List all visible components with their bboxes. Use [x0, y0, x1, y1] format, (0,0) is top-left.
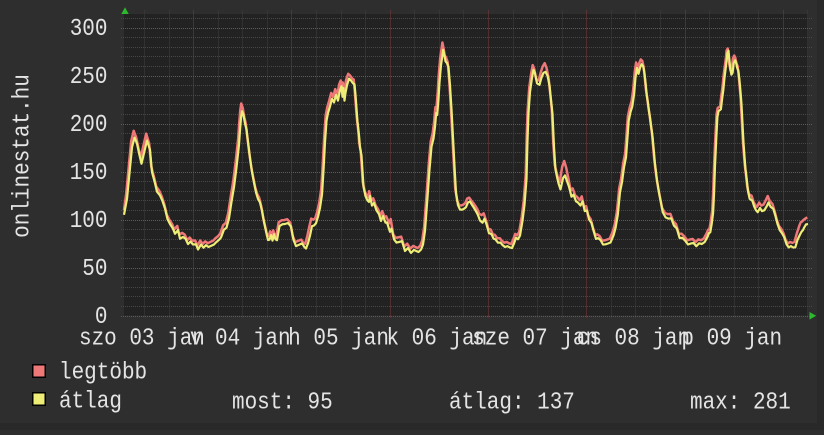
- svg-text:h 05 jan: h 05 jan: [288, 324, 389, 352]
- svg-text:300: 300: [70, 15, 108, 43]
- svg-text:250: 250: [70, 63, 108, 91]
- svg-text:sze 07 jan: sze 07 jan: [472, 324, 598, 352]
- svg-text:most: 95: most: 95: [232, 388, 333, 416]
- svg-text:0: 0: [95, 303, 108, 331]
- svg-text:cs 08 jan: cs 08 jan: [577, 324, 690, 352]
- svg-text:k 06 jan: k 06 jan: [386, 324, 487, 352]
- svg-text:150: 150: [70, 159, 108, 187]
- svg-text:50: 50: [82, 255, 107, 283]
- svg-text:átlag: átlag: [59, 387, 122, 415]
- svg-text:max: 281: max: 281: [690, 388, 791, 416]
- svg-text:átlag: 137: átlag: 137: [449, 388, 575, 416]
- svg-text:onlinestat.hu: onlinestat.hu: [8, 74, 36, 238]
- svg-text:p 09 jan: p 09 jan: [681, 324, 782, 352]
- svg-text:v 04 jan: v 04 jan: [190, 324, 291, 352]
- svg-text:200: 200: [70, 111, 108, 139]
- svg-text:100: 100: [70, 207, 108, 235]
- svg-text:legtöbb: legtöbb: [59, 358, 147, 386]
- svg-text:szo 03 jan: szo 03 jan: [79, 324, 205, 352]
